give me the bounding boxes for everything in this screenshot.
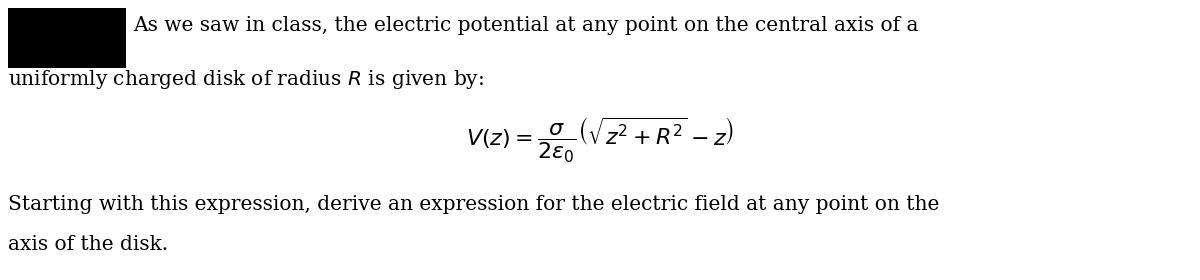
Text: axis of the disk.: axis of the disk. (8, 235, 168, 254)
Text: uniformly charged disk of radius $R$ is given by:: uniformly charged disk of radius $R$ is … (8, 68, 484, 91)
Text: $V(z) = \dfrac{\sigma}{2\varepsilon_0}\left(\sqrt{z^2 + R^2} - z\right)$: $V(z) = \dfrac{\sigma}{2\varepsilon_0}\l… (466, 115, 734, 165)
Text: Starting with this expression, derive an expression for the electric field at an: Starting with this expression, derive an… (8, 195, 940, 214)
Text: As we saw in class, the electric potential at any point on the central axis of a: As we saw in class, the electric potenti… (133, 16, 918, 35)
Bar (8, 8, 126, 68)
